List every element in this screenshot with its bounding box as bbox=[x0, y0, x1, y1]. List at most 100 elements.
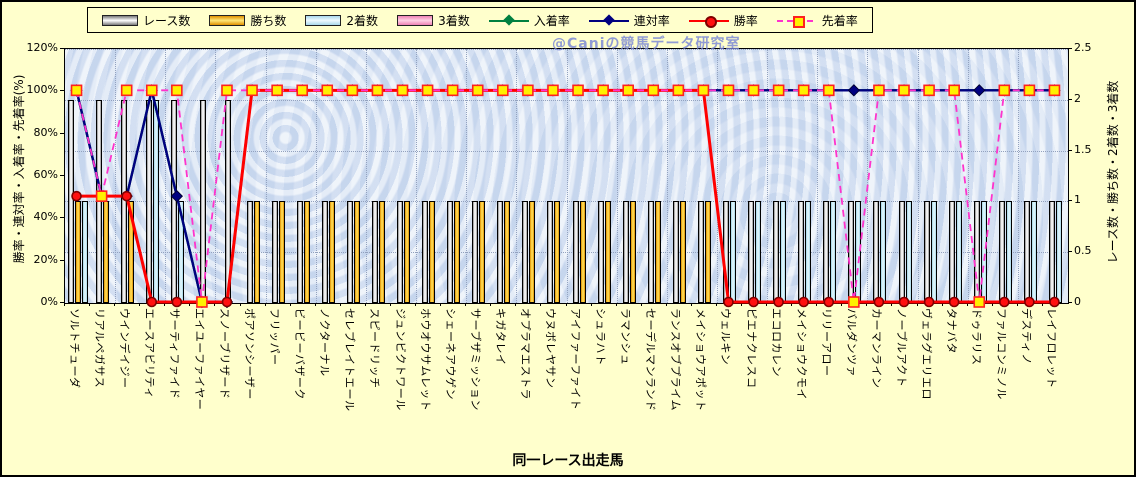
bar-win_count bbox=[554, 201, 561, 303]
v-gridline bbox=[566, 49, 568, 303]
series-line-finish_ahead_rate bbox=[75, 89, 1055, 303]
left-axis-tick-label: 20% bbox=[33, 252, 58, 266]
left-axis-tick-label: 40% bbox=[33, 210, 58, 224]
x-axis-tickmark bbox=[991, 303, 993, 306]
x-axis-category-label: リアルペガサス bbox=[92, 308, 106, 389]
bar-win_count bbox=[328, 201, 335, 303]
x-axis-category-label: レイフロレット bbox=[1045, 308, 1059, 389]
x-axis-tickmark bbox=[791, 303, 793, 306]
bar-win_count bbox=[429, 201, 436, 303]
finish_ahead_rate-marker-icon bbox=[572, 84, 584, 97]
bar-race_count bbox=[397, 201, 403, 303]
bar-win_count bbox=[253, 201, 260, 303]
x-axis-category-label: ビービーバザーク bbox=[293, 308, 307, 400]
right-axis-tickmark bbox=[1068, 302, 1072, 303]
x-axis-tickmark bbox=[515, 303, 517, 306]
x-axis-category-label: セレブレイトエール bbox=[343, 308, 357, 412]
legend-label: レース数 bbox=[143, 13, 191, 28]
finish_ahead_rate-marker-icon bbox=[998, 84, 1011, 97]
bar-race_count bbox=[672, 201, 679, 303]
x-axis-category-label: ホウオウサムレット bbox=[418, 308, 432, 412]
win_rate-marker-icon bbox=[748, 296, 759, 308]
x-axis-category-label: メイショウアポット bbox=[694, 308, 708, 412]
win_rate-marker-icon bbox=[71, 190, 82, 202]
bar-second_count bbox=[81, 201, 88, 303]
x-axis-tickmark bbox=[916, 303, 918, 306]
win_rate-marker-icon bbox=[873, 296, 885, 308]
square-marker-icon bbox=[792, 15, 805, 28]
x-axis-tickmark bbox=[314, 303, 316, 306]
v-gridline bbox=[616, 49, 618, 303]
x-axis-category-label: エイユーファイヤー bbox=[192, 308, 206, 411]
legend-item-連対率: 連対率 bbox=[588, 12, 670, 29]
legend-item-3着数: 3着数 bbox=[397, 12, 470, 29]
x-axis-category-label: キガタレイ bbox=[493, 308, 507, 366]
finish_ahead_rate-marker-icon bbox=[697, 84, 710, 97]
legend-label: 3着数 bbox=[438, 13, 470, 28]
bar-win_count bbox=[679, 201, 686, 303]
finish_ahead_rate-marker-icon bbox=[547, 84, 559, 97]
bar-race_count bbox=[447, 201, 454, 303]
legend-label: 勝ち数 bbox=[250, 13, 287, 28]
x-axis-category-label: カーマンライン bbox=[869, 308, 883, 389]
v-gridline bbox=[767, 49, 769, 303]
right-axis-tickmark bbox=[1068, 251, 1072, 253]
watermark-text: @Caniの競馬データ研究室 bbox=[552, 36, 741, 52]
x-axis-tickmark bbox=[1016, 303, 1018, 306]
bar-race_count bbox=[422, 201, 429, 303]
x-axis-category-label: セーデルマンランド bbox=[644, 308, 658, 412]
legend-item-2着数: 2着数 bbox=[305, 12, 378, 29]
x-axis-tickmark bbox=[214, 303, 216, 306]
right-axis-tickmark bbox=[1068, 200, 1072, 202]
finish_ahead_rate-marker-icon bbox=[171, 84, 183, 97]
bar-race_count bbox=[547, 201, 554, 303]
x-axis-category-label: ピエナクレスコ bbox=[744, 308, 758, 389]
v-gridline bbox=[666, 49, 668, 303]
legend-key-line bbox=[776, 15, 817, 28]
x-axis-category-label: ジュンビクトワール bbox=[393, 308, 407, 411]
x-axis-tickmark bbox=[264, 303, 266, 306]
x-axis-tickmark bbox=[490, 303, 492, 306]
win_rate-marker-icon bbox=[773, 296, 784, 308]
finish_ahead_rate-marker-icon bbox=[1023, 84, 1036, 97]
legend-label: 先着率 bbox=[821, 13, 858, 28]
bar-win_count bbox=[504, 201, 511, 303]
x-axis-category-label: シュラハト bbox=[594, 308, 608, 366]
v-gridline bbox=[365, 49, 367, 303]
x-axis-tickmark bbox=[966, 303, 968, 306]
bar-race_count bbox=[697, 201, 704, 303]
finish_ahead_rate-marker-icon bbox=[120, 84, 133, 97]
finish_ahead_rate-marker-icon bbox=[622, 84, 634, 97]
finish_ahead_rate-marker-icon bbox=[396, 84, 409, 97]
left-axis-tick-label: 80% bbox=[33, 125, 58, 139]
x-axis-category-label: フリッパー bbox=[268, 308, 282, 366]
legend-label: 連対率 bbox=[633, 13, 670, 28]
right-axis-tickmark bbox=[1068, 98, 1072, 100]
v-gridline bbox=[967, 49, 969, 303]
right-axis-tick-label: 0.5 bbox=[1074, 244, 1092, 258]
x-axis-tickmark bbox=[239, 303, 241, 306]
left-axis-tickmark bbox=[60, 259, 64, 261]
x-axis-tickmark bbox=[339, 303, 341, 306]
x-axis-category-label: ウインデイジー bbox=[117, 308, 131, 389]
x-axis-tickmark bbox=[89, 303, 91, 306]
finish_ahead_rate-marker-icon bbox=[923, 84, 935, 97]
right-axis-tick-label: 2.5 bbox=[1074, 41, 1092, 54]
win_rate-marker-icon bbox=[923, 296, 935, 308]
right-axis-tickmark bbox=[1068, 149, 1072, 151]
x-axis-tickmark bbox=[139, 303, 141, 306]
v-gridline bbox=[115, 49, 117, 303]
legend-item-入着率: 入着率 bbox=[488, 12, 570, 29]
x-axis-tickmark bbox=[866, 303, 868, 306]
win_rate-marker-icon bbox=[798, 296, 810, 308]
v-gridline bbox=[265, 49, 267, 303]
diamond-marker-icon bbox=[603, 13, 615, 26]
right-axis-tickmark bbox=[1068, 48, 1072, 49]
x-axis-category-label: スピードリッチ bbox=[368, 308, 382, 389]
finish_ahead_rate-marker-icon bbox=[597, 84, 609, 97]
bar-win_count bbox=[128, 201, 135, 303]
x-axis-tickmark bbox=[665, 303, 667, 306]
x-axis-category-label: サーティファイド bbox=[167, 308, 181, 400]
right-axis-title: レース数・勝ち数・2着数・3着数 bbox=[1106, 80, 1120, 264]
